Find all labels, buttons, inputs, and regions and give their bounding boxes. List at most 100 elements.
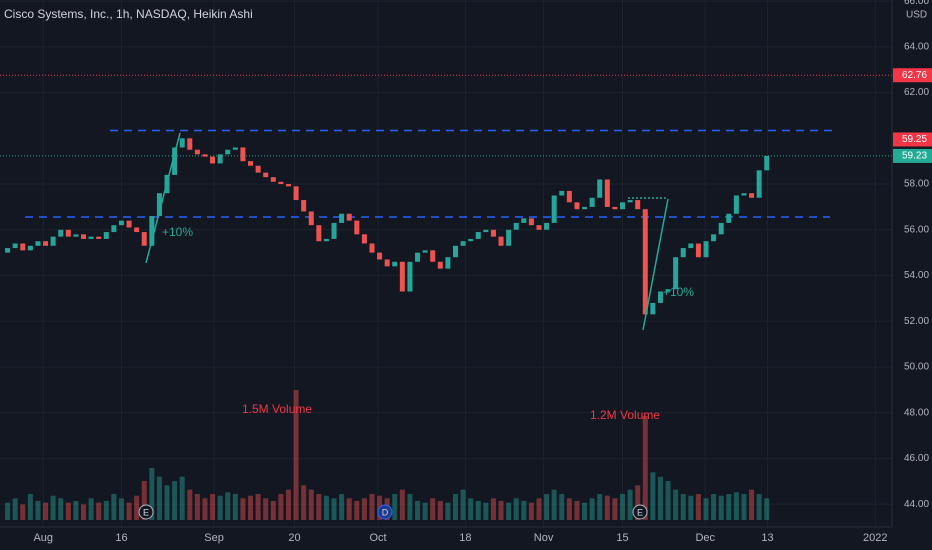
y-tick-label: 46.00 xyxy=(904,453,929,464)
candle-body xyxy=(741,193,747,196)
volume-bar xyxy=(164,485,170,520)
volume-bar xyxy=(141,481,147,520)
volume-bar xyxy=(407,494,413,520)
candle-body xyxy=(248,161,254,166)
volume-bar xyxy=(422,502,428,520)
y-tick-label: 66.00 xyxy=(904,0,929,7)
currency: USD xyxy=(906,10,927,21)
price-badge-label: 59.23 xyxy=(902,151,927,162)
volume-bar xyxy=(149,468,155,520)
x-tick-label: Nov xyxy=(534,532,554,544)
candle-body xyxy=(604,179,610,207)
candle-body xyxy=(703,241,709,258)
annotation: 1.2M Volume xyxy=(590,408,660,422)
volume-bar xyxy=(483,502,489,520)
candle-body xyxy=(240,147,246,162)
volume-bar xyxy=(27,494,33,520)
candle-body xyxy=(430,250,436,262)
trend-line xyxy=(642,198,669,331)
candle-body xyxy=(498,236,504,246)
volume-bar xyxy=(369,494,375,520)
volume-bar xyxy=(460,489,466,520)
volume-bar xyxy=(452,494,458,520)
volume-bar xyxy=(703,498,709,520)
volume-bar xyxy=(392,494,398,520)
volume-bar xyxy=(232,494,238,520)
candle-body xyxy=(764,155,770,171)
volume-bar xyxy=(81,504,87,520)
candle-body xyxy=(58,229,64,237)
candle-body xyxy=(726,213,732,223)
candle-body xyxy=(263,172,269,178)
candle-body xyxy=(635,200,641,210)
volume-bar xyxy=(361,498,367,520)
volume-bar xyxy=(741,494,747,520)
candle-body xyxy=(392,261,398,267)
event-marker[interactable] xyxy=(377,504,393,520)
volume-bar xyxy=(695,494,701,520)
x-tick-label: 2022 xyxy=(863,532,887,544)
trend-line xyxy=(145,132,181,264)
volume-bar xyxy=(445,502,451,520)
volume-bar xyxy=(96,502,102,520)
price-badge-label: 59.25 xyxy=(902,134,927,145)
volume-bar xyxy=(225,492,231,520)
candle-body xyxy=(468,238,474,242)
candle-body xyxy=(711,234,717,242)
volume-bar xyxy=(339,494,345,520)
volume-bar xyxy=(430,498,436,520)
candle-body xyxy=(301,200,307,212)
volume-bar xyxy=(574,500,580,520)
volume-bar xyxy=(156,476,162,520)
volume-bar xyxy=(134,495,140,520)
volume-bar xyxy=(316,494,322,520)
candle-body xyxy=(43,241,49,246)
x-tick-label: Sep xyxy=(204,532,224,544)
volume-bar xyxy=(293,390,299,520)
candle-body xyxy=(255,165,261,173)
grid xyxy=(0,0,892,527)
y-tick-label: 58.00 xyxy=(904,179,929,190)
candle-body xyxy=(73,234,79,237)
candle-body xyxy=(141,232,147,246)
y-tick-label: 50.00 xyxy=(904,362,929,373)
candle-body xyxy=(194,149,200,155)
annotation: 1.5M Volume xyxy=(242,402,312,416)
candle-body xyxy=(688,243,694,249)
volume-bar xyxy=(43,502,49,520)
volume-bar xyxy=(726,494,732,520)
volume-bar xyxy=(285,489,291,520)
candle-body xyxy=(96,236,102,239)
volume-bar xyxy=(240,498,246,520)
x-tick-label: Aug xyxy=(33,532,53,544)
volume-bar xyxy=(521,500,527,520)
event-label: E xyxy=(143,507,149,517)
candle-body xyxy=(665,289,671,292)
candle-body xyxy=(642,209,648,315)
volume-bar xyxy=(566,498,572,520)
candle-body xyxy=(118,220,124,226)
volume-bar xyxy=(263,498,269,520)
candle-body xyxy=(323,238,329,242)
candle-body xyxy=(225,149,231,155)
levels xyxy=(0,74,892,218)
volume-bar xyxy=(673,489,679,520)
candle-body xyxy=(88,236,94,239)
candle-body xyxy=(217,154,223,164)
volume-bar xyxy=(88,498,94,520)
volume-bar xyxy=(354,500,360,520)
event-marker[interactable] xyxy=(632,504,648,520)
volume-bar xyxy=(111,494,117,520)
event-marker[interactable] xyxy=(138,504,154,520)
volume-bar xyxy=(103,500,109,520)
volume-bar xyxy=(582,502,588,520)
candle-body xyxy=(27,245,33,251)
x-tick-label: Oct xyxy=(369,532,386,544)
volume-bar xyxy=(536,498,542,520)
y-tick-label: 64.00 xyxy=(904,42,929,53)
candle-body xyxy=(475,232,481,239)
volume-bar xyxy=(665,481,671,520)
candle-body xyxy=(422,250,428,253)
